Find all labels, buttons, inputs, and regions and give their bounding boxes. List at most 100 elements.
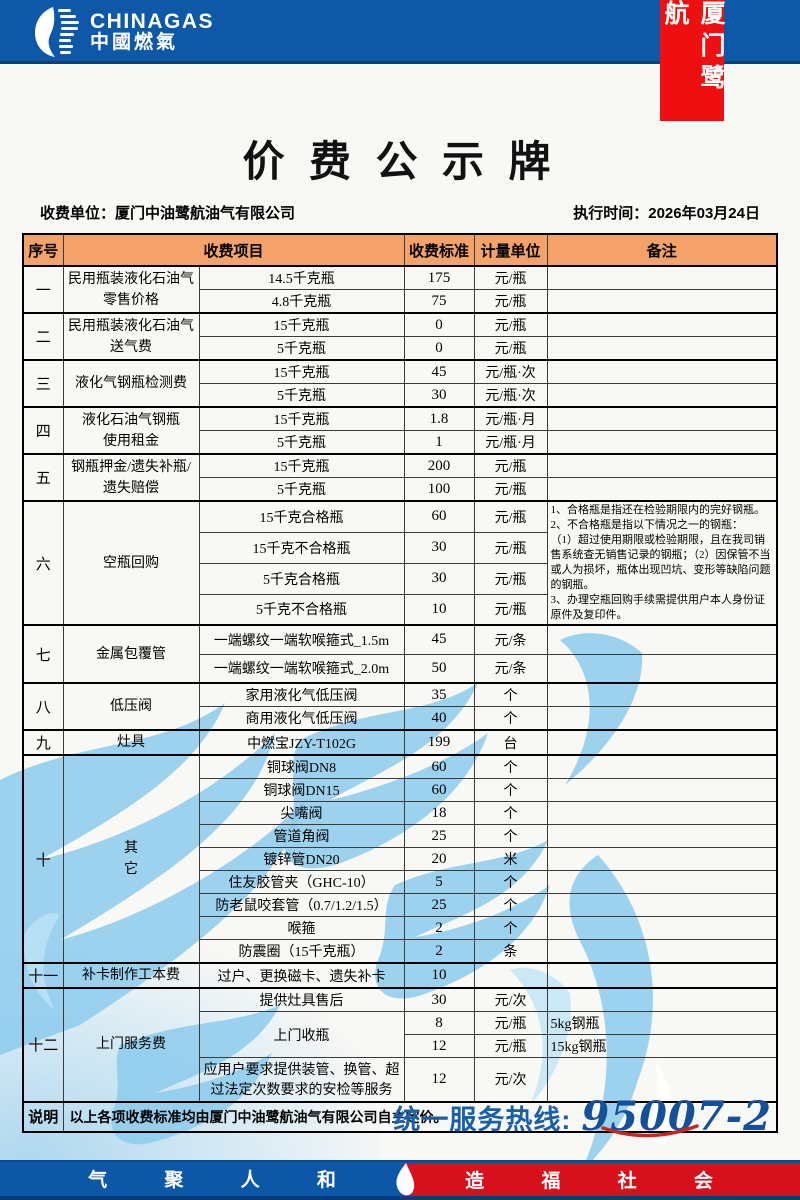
cell-note — [546, 624, 778, 655]
cell-unit: 个 — [473, 916, 548, 940]
cell-unit: 元/条 — [473, 624, 548, 655]
cell-note — [546, 406, 778, 431]
cell-price: 40 — [403, 706, 475, 731]
cell-price: 10 — [403, 593, 475, 626]
cell-note — [546, 477, 778, 502]
cell-unit: 元/瓶 — [473, 477, 548, 502]
cell-note — [546, 778, 778, 802]
cell-item: 上门收瓶 — [198, 1011, 405, 1058]
col-header-item: 收费项目 — [62, 233, 405, 267]
cell-note — [546, 453, 778, 478]
cell-price: 30 — [403, 987, 475, 1012]
hotline-number: 95007-2 — [581, 1097, 772, 1138]
table-row: 5千克合格瓶 30 元/瓶 — [23, 562, 777, 595]
cell-item: 一端螺纹一端软喉箍式_1.5m — [198, 624, 405, 655]
table-row: 三液化气钢瓶检测费 15千克瓶 45 元/瓶·次 — [22, 359, 778, 408]
cell-item: 铜球阀DN8 — [198, 754, 405, 779]
cell-seq: 七 — [22, 624, 64, 684]
cell-note — [546, 939, 778, 964]
cell-note — [546, 336, 778, 361]
table-row: 十二 上门服务费 提供灶具售后 30 元/次 — [22, 987, 778, 1102]
cell-note — [546, 962, 778, 989]
cell-item: 防老鼠咬套管（0.7/1.2/1.5） — [198, 893, 405, 917]
cell-unit: 元/瓶 — [473, 453, 548, 478]
cell-seq: 六 — [22, 500, 64, 626]
cell-unit: 个 — [473, 824, 548, 848]
cell-price: 50 — [403, 653, 475, 684]
cell-item: 5千克瓶 — [198, 430, 405, 455]
table-row: 5千克瓶 0 元/瓶 — [23, 336, 778, 361]
cell-unit: 个 — [473, 706, 548, 731]
footer-bar: 气 聚 人 和 造 福 社 会 — [0, 1160, 800, 1200]
cell-item: 5千克不合格瓶 — [198, 593, 405, 626]
cell-price: 10 — [403, 962, 475, 989]
cell-unit: 个 — [473, 754, 548, 779]
cell-item: 15千克瓶 — [198, 406, 405, 431]
cell-unit: 元/瓶·月 — [473, 406, 548, 431]
price-table: 序号 收费项目 收费标准 计量单位 备注 一民用瓶装液化石油气 零售价格 14.5… — [22, 233, 779, 1133]
cell-note — [546, 916, 778, 940]
meta-row: 收费单位：厦门中油鹭航油气有限公司 执行时间：2026年03月24日 — [40, 202, 760, 223]
brand-text: CHINAGAS 中國燃氣 — [90, 10, 215, 53]
cell-unit: 个 — [473, 778, 548, 802]
cell-unit: 元/瓶 — [473, 593, 548, 626]
cell-item: 喉箍 — [198, 916, 405, 940]
cell-item: 应用户要求提供装管、换管、超过法定次数要求的安检等服务 — [198, 1057, 405, 1102]
cell-seq: 九 — [22, 729, 64, 756]
cell-price: 25 — [403, 893, 475, 917]
cell-category: 液化气钢瓶检测费 — [62, 359, 200, 408]
brand-name-en: CHINAGAS — [90, 10, 215, 33]
cell-price: 35 — [403, 682, 475, 707]
exec-date: 执行时间：2026年03月24日 — [573, 202, 760, 223]
cell-category: 其 它 — [62, 754, 200, 964]
cell-unit: 元/瓶·次 — [473, 359, 548, 384]
price-table-header: 序号 收费项目 收费标准 计量单位 备注 — [22, 233, 778, 267]
cell-note — [546, 359, 778, 384]
exec-date-value: 2026年03月24日 — [648, 205, 760, 222]
cell-unit: 个 — [473, 893, 548, 917]
cell-unit: 个 — [473, 801, 548, 825]
cell-unit: 元/瓶 — [473, 500, 548, 533]
cell-note — [546, 312, 778, 337]
footer-slogan-left: 气 聚 人 和 — [88, 1169, 362, 1191]
cell-price: 5 — [403, 870, 475, 894]
branch-ribbon-label: 厦门鹭航 — [661, 0, 724, 96]
charge-unit: 收费单位：厦门中油鹭航油气有限公司 — [40, 202, 295, 223]
cell-price: 175 — [403, 265, 475, 290]
cell-price: 2 — [403, 939, 475, 964]
cell-note — [546, 754, 778, 779]
col-header-seq: 序号 — [22, 233, 64, 267]
table-row: 5千克瓶 1 元/瓶·月 — [23, 430, 778, 455]
cell-seq: 十 — [22, 754, 64, 964]
cell-note — [546, 870, 778, 894]
cell-category: 钢瓶押金/遗失补瓶/ 遗失赔偿 — [62, 453, 200, 502]
cell-unit: 元/瓶 — [473, 289, 548, 314]
cell-unit: 元/瓶 — [473, 531, 548, 564]
cell-unit: 元/瓶·次 — [473, 383, 548, 408]
table-row: 5千克瓶 100 元/瓶 — [23, 477, 778, 502]
cell-price: 199 — [403, 729, 475, 756]
cell-price: 30 — [403, 531, 475, 564]
cell-unit: 元/瓶·月 — [473, 430, 548, 455]
table-row: 七金属包覆管 一端螺纹一端软喉箍式_1.5m 45 元/条 — [22, 624, 778, 684]
cell-price: 45 — [403, 359, 475, 384]
table-row: 四液化石油气钢瓶 使用租金 15千克瓶 1.8 元/瓶·月 — [22, 406, 778, 455]
cell-price: 75 — [403, 289, 475, 314]
cell-unit: 个 — [473, 682, 548, 707]
cell-note — [546, 265, 778, 290]
table-row: 十一 补卡制作工本费 过户、更换磁卡、遗失补卡 10 — [22, 962, 778, 989]
cell-price: 20 — [403, 847, 475, 871]
cell-note: 15kg钢瓶 — [546, 1034, 778, 1058]
cell-price: 8 — [403, 1011, 475, 1035]
cell-note — [546, 987, 778, 1012]
cell-price: 0 — [403, 336, 475, 361]
cell-category: 上门服务费 — [62, 987, 200, 1102]
cell-unit: 元/瓶 — [473, 1034, 548, 1058]
table-row: 5千克不合格瓶 10 元/瓶 — [23, 593, 777, 626]
cell-price: 18 — [403, 801, 475, 825]
cell-price: 25 — [403, 824, 475, 848]
exec-date-label: 执行时间： — [573, 205, 649, 222]
service-hotline: 统一服务热线: 95007-2 — [393, 1097, 772, 1138]
cell-unit: 元/瓶 — [473, 562, 548, 595]
cell-unit: 元/瓶 — [473, 336, 548, 361]
